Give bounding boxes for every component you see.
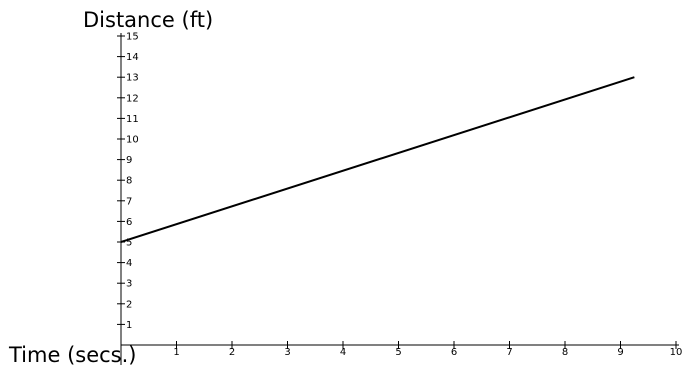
- y-tick-label: 11: [126, 114, 139, 125]
- x-tick-label: 2: [229, 347, 235, 358]
- x-ticks: 1 2 3 4 5 6 7 8 9 10: [173, 341, 682, 358]
- y-tick-label: 1: [126, 320, 132, 331]
- x-tick-label: 9: [617, 347, 623, 358]
- y-tick-label: 7: [126, 196, 132, 207]
- x-tick-label: 3: [284, 347, 290, 358]
- x-tick-label: 5: [395, 347, 401, 358]
- y-tick-label: 14: [126, 52, 139, 63]
- y-tick-label: 4: [126, 258, 132, 269]
- y-tick-label: 3: [126, 279, 132, 290]
- y-axis-title: Distance (ft): [83, 8, 213, 32]
- x-axis-title: Time (secs.): [8, 343, 136, 367]
- x-tick-label: 10: [670, 347, 683, 358]
- x-tick-label: 7: [506, 347, 512, 358]
- x-tick-label: 6: [451, 347, 457, 358]
- y-tick-label: 10: [126, 135, 139, 146]
- series-line: [120, 76, 635, 243]
- y-tick-label: 9: [126, 155, 132, 166]
- series-layer: [120, 76, 635, 243]
- x-tick-label: 1: [173, 347, 179, 358]
- x-tick-label: 4: [340, 347, 346, 358]
- y-tick-label: 13: [126, 73, 139, 84]
- axes: [120, 33, 679, 365]
- y-tick-label: 5: [126, 238, 132, 249]
- y-tick-label: 6: [126, 217, 132, 228]
- y-tick-label: 8: [126, 176, 132, 187]
- y-tick-label: 2: [126, 299, 132, 310]
- y-tick-label: 12: [126, 93, 139, 104]
- x-tick-label: 8: [562, 347, 568, 358]
- y-tick-label: 15: [126, 32, 139, 43]
